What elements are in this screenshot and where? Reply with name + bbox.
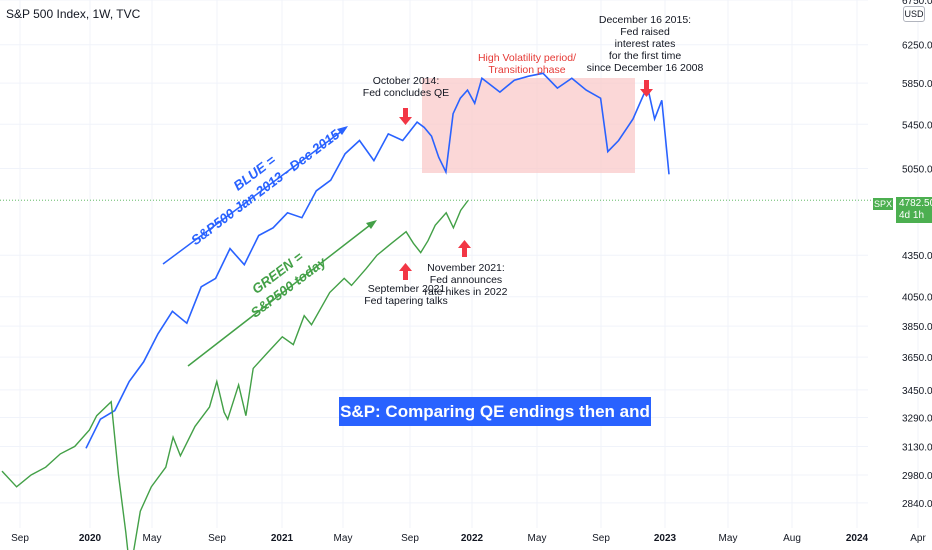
nov2021-line3: rate hikes in 2022 [425,286,508,298]
dec2015-line4: for the first time [609,50,682,62]
x-tick-label: May [143,533,162,544]
x-tick-label: May [719,533,738,544]
blue-label-line2: S&P500 Jan 2013 - Dec 2015 [188,126,342,248]
y-tick-label: 2980.00 [902,471,932,482]
box-label-line2: Transition phase [488,64,565,76]
sep2021-line2: Fed tapering talks [364,295,447,307]
x-tick-label: 2022 [461,533,484,544]
x-tick-label: 2024 [846,533,869,544]
dec2015-line1: December 16 2015: [599,14,691,26]
x-axis: Sep 2020 May Sep 2021 May Sep 2022 May Sep 2023 May… [11,533,926,544]
green-trend-arrow [187,221,375,367]
arrow-nov2021 [458,240,471,257]
arrow-sep2021 [399,263,412,280]
price-tag: 4782.50 4d 1h [896,197,932,223]
blue-trend-arrow [162,127,347,265]
x-tick-label: May [528,533,547,544]
y-tick-label: 3450.00 [902,386,932,397]
y-tick-label: 5050.00 [902,165,932,176]
x-tick-label: Sep [208,533,226,544]
sep2021-line1: September 2021: [368,283,449,295]
green-trend-arrowhead [366,220,377,229]
oct2014-line1: October 2014: [373,75,440,87]
banner: S&P: Comparing QE endings then and now [339,397,651,450]
x-tick-label: Sep [592,533,610,544]
currency-badge[interactable]: USD [903,6,925,22]
x-tick-label: Aug [783,533,801,544]
y-tick-label: 5450.00 [902,120,932,131]
y-axis: 6750.00 6250.00 5850.00 5450.00 5050.00 4350.… [902,0,932,510]
y-tick-label: 3650.00 [902,353,932,364]
dec2015-line2: Fed raised [620,26,670,38]
nov2021-line1: November 2021: [427,262,505,274]
dec2015-line5: since December 16 2008 [587,62,704,74]
y-tick-label: 6250.00 [902,41,932,52]
nov2021-line2: Fed announces [430,274,502,286]
y-tick-label: 2840.00 [902,499,932,510]
blue-label: BLUE = S&P500 Jan 2013 - Dec 2015 [188,126,342,248]
x-tick-label: Sep [11,533,29,544]
y-tick-label: 3290.00 [902,413,932,424]
price-countdown: 4d 1h [899,210,925,221]
arrow-oct2014 [399,108,412,125]
y-tick-label: 3850.00 [902,322,932,333]
x-tick-label: 2021 [271,533,294,544]
y-tick-label: 4050.00 [902,293,932,304]
chart-title: S&P 500 Index, 1W, TVC [6,7,141,21]
price-value: 4782.50 [899,198,932,209]
x-tick-label: 2020 [79,533,102,544]
box-label-line1: High Volatility period/ [478,52,576,64]
y-tick-label: 5850.00 [902,79,932,90]
x-tick-label: Sep [401,533,419,544]
dec2015-line3: interest rates [615,38,676,50]
y-tick-label: 6750.00 [902,0,932,7]
volatility-box [422,78,635,173]
blue-series-line [85,72,670,449]
x-tick-label: May [334,533,353,544]
green-series-line [1,200,469,550]
arrow-dec2015 [640,80,653,97]
x-tick-label: Apr [910,533,926,544]
x-tick-label: 2023 [654,533,677,544]
symbol-tag: SPX [873,198,893,210]
y-tick-label: 4350.00 [902,251,932,262]
y-tick-label: 3130.00 [902,442,932,453]
oct2014-line2: Fed concludes QE [363,87,449,99]
blue-trend-arrowhead [337,126,348,135]
gridlines [0,0,919,528]
